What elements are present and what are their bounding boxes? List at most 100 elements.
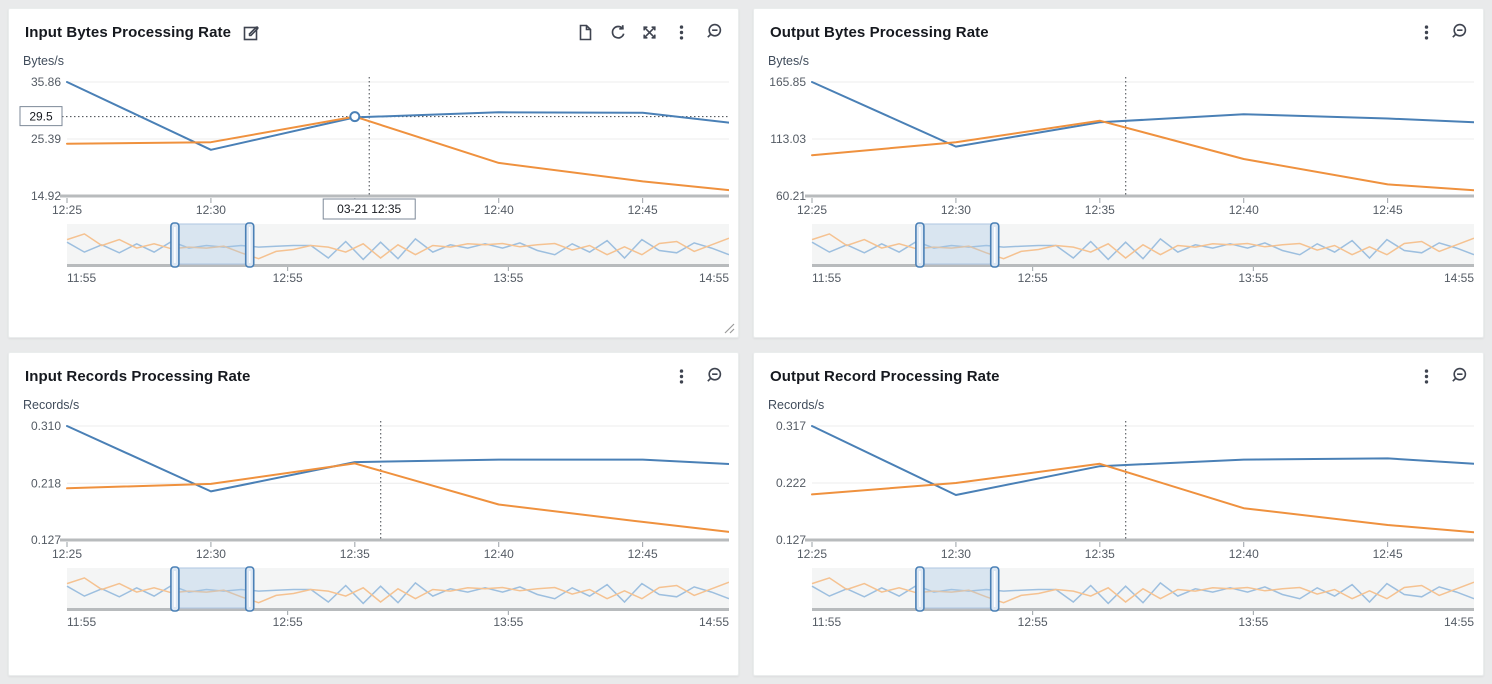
- widget-input-records-processing-rate: Input Records Processing Rate Records/: [8, 352, 739, 676]
- y-value-tooltip-text: 29.5: [29, 110, 53, 124]
- overview-x-label: 13:55: [493, 615, 523, 629]
- y-axis-unit-label: Records/s: [768, 398, 825, 412]
- y-tick-label: 0.127: [776, 533, 806, 547]
- x-tick-label: 12:45: [628, 547, 658, 561]
- y-tick-label: 113.03: [770, 132, 806, 146]
- kebab-menu-icon[interactable]: [1417, 23, 1436, 42]
- x-tick-label: 12:25: [52, 547, 82, 561]
- y-tick-label: 0.317: [776, 419, 806, 433]
- overview-brush-chart[interactable]: 11:55 12:55 13:55 14:55: [762, 566, 1474, 630]
- widget-title: Input Records Processing Rate: [25, 367, 251, 385]
- widget-output-record-processing-rate: Output Record Processing Rate Records/: [753, 352, 1484, 676]
- y-axis-unit-label: Bytes/s: [768, 54, 809, 68]
- kebab-menu-icon[interactable]: [672, 23, 691, 42]
- overview-x-label: 12:55: [273, 615, 303, 629]
- widget-output-bytes-processing-rate: Output Bytes Processing Rate Bytes/s: [753, 8, 1484, 338]
- x-tick-label: 12:45: [1373, 203, 1403, 217]
- widget-title: Input Bytes Processing Rate: [25, 23, 232, 41]
- brush-selection[interactable]: [174, 567, 251, 609]
- widget-header: Input Records Processing Rate: [9, 353, 738, 388]
- brush-selection[interactable]: [174, 223, 251, 265]
- kebab-menu-icon[interactable]: [672, 367, 691, 386]
- zoom-out-icon[interactable]: [1449, 366, 1469, 386]
- x-tick-label: 12:30: [941, 203, 971, 217]
- overview-x-label: 11:55: [812, 271, 841, 285]
- main-chart[interactable]: 35.8625.3914.9212:2512:3012:3512:4012:45…: [17, 72, 729, 222]
- x-tick-label: 12:25: [52, 203, 82, 217]
- zoom-out-icon[interactable]: [704, 22, 724, 42]
- widget-toolbar: [576, 22, 724, 42]
- x-tick-label: 12:40: [484, 547, 514, 561]
- overview-x-label: 11:55: [67, 271, 96, 285]
- y-axis-unit-label: Bytes/s: [23, 54, 64, 68]
- overview-x-label: 12:55: [1018, 271, 1048, 285]
- series-2-line: [66, 115, 729, 192]
- x-tick-label: 12:25: [797, 547, 827, 561]
- series-1-line: [66, 81, 729, 151]
- y-tick-label: 0.218: [31, 476, 61, 490]
- export-file-icon[interactable]: [576, 23, 595, 42]
- overview-brush-chart[interactable]: 11:55 12:55 13:55 14:55: [17, 566, 729, 630]
- kebab-menu-icon[interactable]: [1417, 367, 1436, 386]
- series-2-line: [811, 462, 1474, 534]
- x-tick-label: 12:30: [941, 547, 971, 561]
- widget-header: Input Bytes Processing Rate: [9, 9, 738, 44]
- brush-selection[interactable]: [919, 567, 996, 609]
- y-tick-label: 0.127: [31, 533, 61, 547]
- y-tick-label: 165.85: [769, 75, 806, 89]
- series-2-line: [811, 119, 1474, 192]
- widget-title: Output Record Processing Rate: [770, 367, 1000, 385]
- overview-x-label: 13:55: [1238, 615, 1268, 629]
- overview-x-label: 13:55: [1238, 271, 1268, 285]
- x-value-tooltip-text: 03-21 12:35: [337, 202, 401, 216]
- overview-x-label: 12:55: [1018, 615, 1048, 629]
- x-tick-label: 12:35: [340, 547, 370, 561]
- zoom-out-icon[interactable]: [704, 366, 724, 386]
- edit-icon[interactable]: [242, 23, 261, 42]
- refresh-icon[interactable]: [608, 23, 627, 42]
- x-tick-label: 12:40: [484, 203, 514, 217]
- widget-title: Output Bytes Processing Rate: [770, 23, 989, 41]
- overview-x-label: 14:55: [699, 271, 729, 285]
- overview-x-label: 13:55: [493, 271, 523, 285]
- overview-brush-chart[interactable]: 11:55 12:55 13:55 14:55: [17, 222, 729, 286]
- y-value-tooltip: [19, 106, 63, 127]
- overview-x-label: 11:55: [67, 615, 96, 629]
- x-tick-label: 12:25: [797, 203, 827, 217]
- y-tick-label: 14.92: [31, 189, 61, 203]
- x-tick-label: 12:45: [628, 203, 658, 217]
- widget-toolbar: [672, 366, 724, 386]
- overview-x-label: 12:55: [273, 271, 303, 285]
- overview-brush-chart[interactable]: 11:55 12:55 13:55 14:55: [762, 222, 1474, 286]
- brush-selection[interactable]: [919, 223, 996, 265]
- series-1-line: [66, 425, 729, 493]
- y-tick-label: 0.222: [776, 476, 806, 490]
- widget-input-bytes-processing-rate: Input Bytes Processing Rate: [8, 8, 739, 338]
- x-tick-label: 12:30: [196, 203, 226, 217]
- resize-handle[interactable]: [724, 323, 735, 334]
- x-tick-label: 12:40: [1229, 547, 1259, 561]
- overview-x-label: 11:55: [812, 615, 841, 629]
- y-tick-label: 60.21: [776, 189, 806, 203]
- x-value-tooltip: [322, 198, 416, 220]
- overview-x-label: 14:55: [1444, 271, 1474, 285]
- overview-x-label: 14:55: [699, 615, 729, 629]
- y-tick-label: 35.86: [31, 75, 61, 89]
- series-1-line: [811, 425, 1474, 496]
- widget-toolbar: [1417, 22, 1469, 42]
- series-2-line: [66, 462, 729, 533]
- widget-header: Output Bytes Processing Rate: [754, 9, 1483, 44]
- widget-header: Output Record Processing Rate: [754, 353, 1483, 388]
- zoom-out-icon[interactable]: [1449, 22, 1469, 42]
- y-tick-label: 0.310: [31, 419, 61, 433]
- y-tick-label: 25.39: [31, 132, 61, 146]
- expand-icon[interactable]: [640, 23, 659, 42]
- widget-toolbar: [1417, 366, 1469, 386]
- y-axis-unit-label: Records/s: [23, 398, 80, 412]
- overview-x-label: 14:55: [1444, 615, 1474, 629]
- x-tick-label: 12:35: [1085, 203, 1115, 217]
